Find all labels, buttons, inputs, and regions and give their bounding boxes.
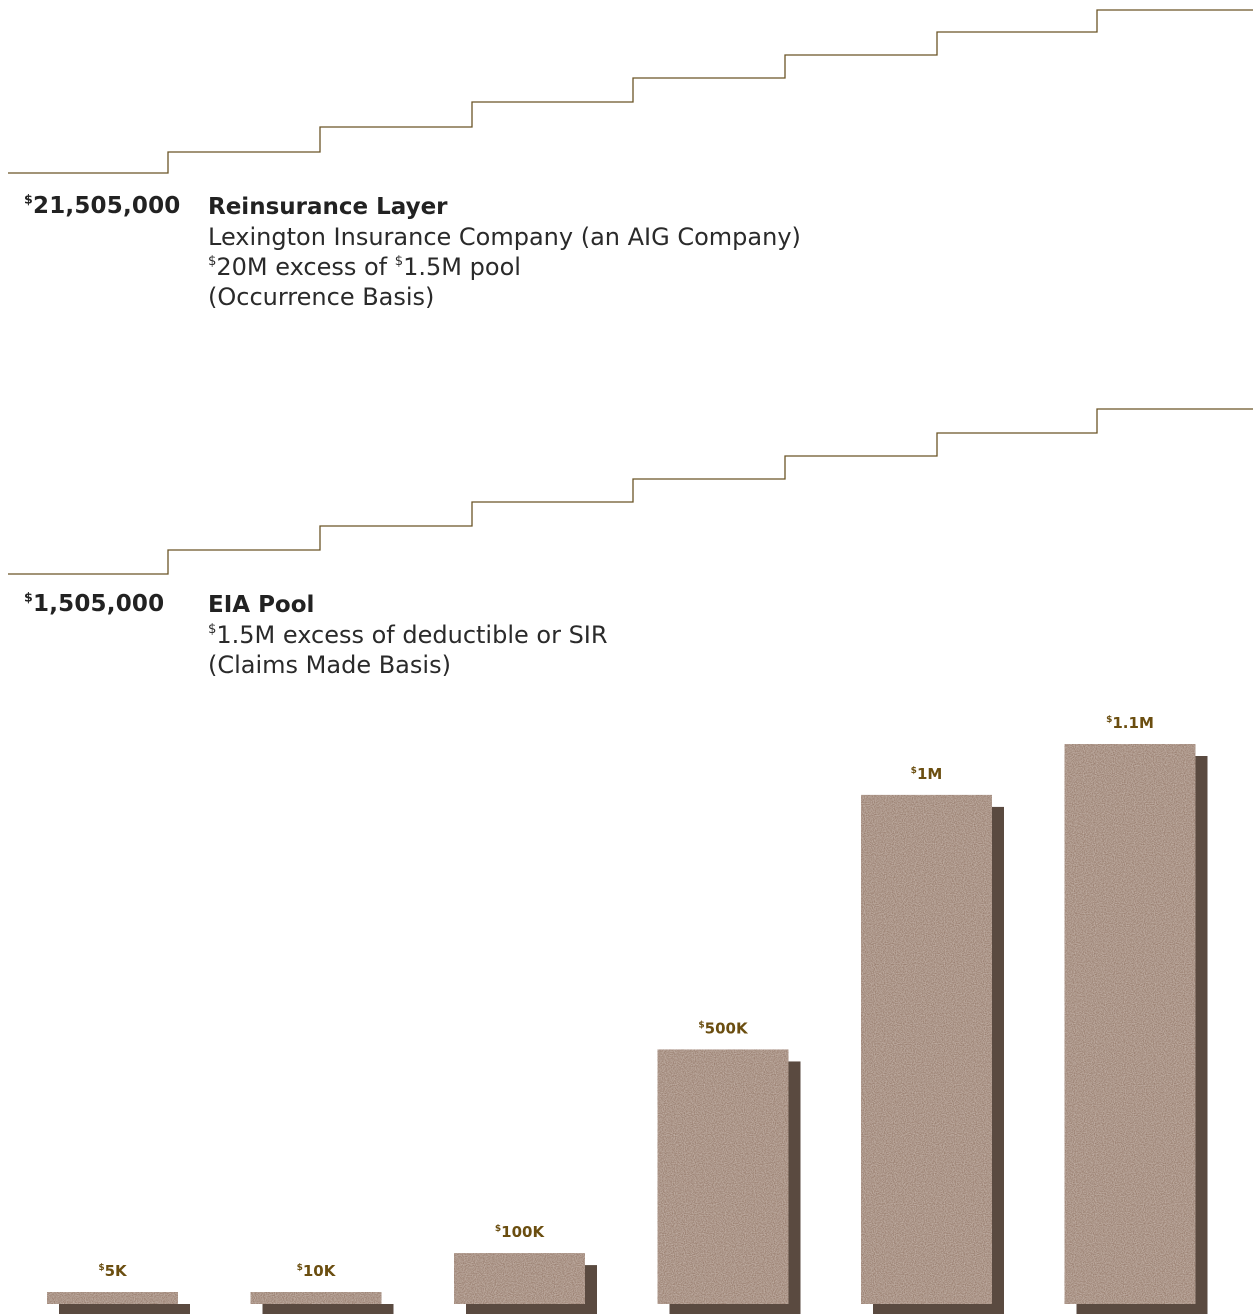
bar-value-label: $5K xyxy=(98,1262,128,1280)
reinsurance-layer-details: Reinsurance Layer Lexington Insurance Co… xyxy=(208,193,801,312)
bar xyxy=(47,1292,178,1304)
eia-pool-staircase-line xyxy=(8,408,1253,575)
currency-symbol: $ xyxy=(208,254,217,270)
bar xyxy=(861,794,992,1304)
bar-value-label: $1.1M xyxy=(1106,714,1154,732)
currency-symbol: $ xyxy=(24,191,33,207)
reinsurance-basis-line: (Occurrence Basis) xyxy=(208,282,801,312)
bar xyxy=(250,1292,382,1304)
bar-value-label: $10K xyxy=(297,1262,337,1280)
currency-symbol: $ xyxy=(394,254,404,270)
reinsurance-layer-amount: $21,505,000 xyxy=(24,193,181,219)
bar-shadow xyxy=(262,1304,394,1314)
bar-value-label: $100K xyxy=(495,1223,546,1241)
eia-pool-coverage-text: 1.5M excess of deductible or SIR xyxy=(216,621,608,649)
reinsurance-staircase-line xyxy=(8,9,1253,174)
currency-symbol: $ xyxy=(24,589,33,605)
reinsurance-insurer-text: Lexington Insurance Company (an AIG Comp… xyxy=(208,223,801,251)
reinsurance-coverage-text-2: 1.5M pool xyxy=(403,253,521,281)
reinsurance-coverage-text: 20M excess of xyxy=(216,253,395,281)
bar-value-label: $500K xyxy=(698,1019,749,1037)
eia-pool-amount-value: 1,505,000 xyxy=(33,591,165,617)
bar-shadow xyxy=(59,1304,190,1314)
eia-pool-basis-text: (Claims Made Basis) xyxy=(208,651,451,679)
eia-pool-layer-title: EIA Pool xyxy=(208,592,315,618)
reinsurance-layer-title: Reinsurance Layer xyxy=(208,194,448,220)
eia-pool-basis-line: (Claims Made Basis) xyxy=(208,650,608,680)
eia-pool-layer-amount: $1,505,000 xyxy=(24,591,164,617)
bar xyxy=(454,1253,585,1304)
eia-pool-layer-details: EIA Pool $1.5M excess of deductible or S… xyxy=(208,591,608,680)
bar-value-label: $1M xyxy=(911,765,943,783)
reinsurance-amount-value: 21,505,000 xyxy=(33,193,181,219)
reinsurance-coverage-line: $20M excess of $1.5M pool xyxy=(208,252,801,282)
bar xyxy=(657,1049,789,1304)
eia-pool-coverage-line: $1.5M excess of deductible or SIR xyxy=(208,620,608,650)
reinsurance-basis-text: (Occurrence Basis) xyxy=(208,283,435,311)
reinsurance-insurer-line: Lexington Insurance Company (an AIG Comp… xyxy=(208,222,801,252)
currency-symbol: $ xyxy=(208,622,217,638)
bar xyxy=(1064,744,1196,1304)
